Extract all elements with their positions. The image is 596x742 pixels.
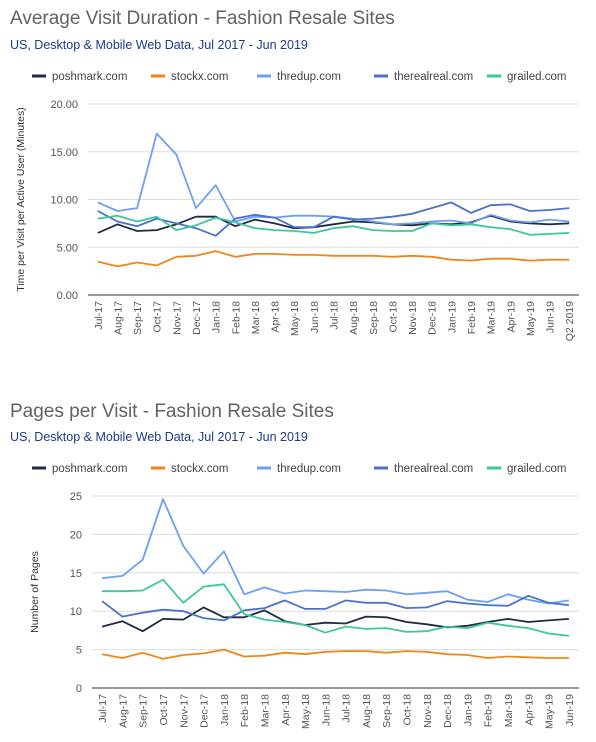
x-tick-label: Apr-19 (523, 694, 535, 726)
x-tick-label: Sep-18 (381, 694, 393, 728)
x-tick-label: Feb-18 (230, 301, 242, 334)
x-tick-labels: Jul-17 Aug-17 Sep-17 Oct-17 Nov-17 Dec-17 Jan-… (97, 694, 576, 729)
series-line-therealreal-com (97, 201, 570, 237)
x-tick-label: Dec-18 (427, 301, 439, 335)
y-tick-label: 0.00 (57, 290, 78, 302)
legend-entry: therealreal.com (394, 71, 473, 83)
x-tick-label: Jan-18 (211, 301, 223, 333)
x-tick-label: Feb-19 (483, 694, 495, 727)
legend-entry: stockx.com (171, 71, 229, 83)
x-tick-label: Feb-19 (466, 301, 478, 334)
chart-2: Pages per Visit - Fashion Resale Sites US… (10, 401, 579, 729)
x-tick-label: Jul-17 (97, 694, 109, 723)
legend-entry: therealreal.com (394, 463, 473, 475)
y-tick-label: 15.00 (50, 147, 78, 159)
x-tick-label: Oct-17 (152, 301, 164, 333)
y-tick-label: 25 (70, 491, 82, 503)
legend-entry: stockx.com (171, 463, 229, 475)
legend-entry: poshmark.com (52, 463, 127, 475)
series-lines (97, 132, 570, 268)
series-line-grailed-com (102, 578, 570, 637)
x-tick-label: Jan-19 (462, 694, 474, 726)
x-tick-label: Jul-17 (93, 301, 105, 330)
x-tick-label: Oct-17 (158, 694, 170, 726)
y-tick-label: 10.00 (50, 195, 78, 207)
x-tick-label: Dec-17 (191, 301, 203, 335)
x-tick-label: Aug-18 (348, 301, 360, 335)
y-axis-title: Time per Visit per Active User (Minutes) (15, 107, 27, 291)
x-tick-label: May-18 (289, 301, 301, 336)
y-tick-label: 0 (76, 683, 82, 695)
x-tick-label: May-19 (525, 301, 537, 336)
x-tick-label: Nov-18 (422, 694, 434, 728)
x-tick-label: Apr-18 (280, 694, 292, 726)
x-tick-label: Nov-17 (178, 694, 190, 728)
series-line-therealreal-com (101, 594, 570, 622)
series-lines (101, 498, 570, 660)
x-tick-label: Jun-19 (564, 694, 576, 726)
chart-subtitle: US, Desktop & Mobile Web Data, Jul 2017 … (10, 430, 308, 444)
x-tick-label: Sep-17 (138, 694, 150, 728)
x-tick-label: Oct-18 (387, 301, 399, 333)
y-axis-title: Number of Pages (29, 551, 41, 633)
series-line-thredup-com (101, 498, 570, 605)
series-line-stockx-com (101, 648, 569, 660)
x-tick-label: Q2 2019 (564, 301, 576, 341)
legend-entry: grailed.com (507, 71, 566, 83)
y-tick-label: 5.00 (57, 242, 78, 254)
x-tick-label: May-18 (300, 694, 312, 729)
x-tick-label: May-19 (544, 694, 556, 729)
x-tick-label: Mar-19 (503, 694, 515, 727)
x-tick-label: Aug-18 (361, 694, 373, 728)
x-tick-label: Jan-18 (219, 694, 231, 726)
legend-entry: thredup.com (277, 71, 341, 83)
x-tick-label: Nov-18 (407, 301, 419, 335)
y-tick-label: 20.00 (50, 99, 78, 111)
legend: poshmark.com stockx.com thredup.com thereal… (32, 71, 566, 83)
x-tick-label: Nov-17 (171, 301, 183, 335)
gridlines: 0.00 5.00 10.00 15.00 20.00 (50, 99, 579, 302)
chart-subtitle: US, Desktop & Mobile Web Data, Jul 2017 … (10, 38, 308, 52)
x-tick-label: Mar-19 (486, 301, 498, 334)
x-tick-label: Jun-18 (309, 301, 321, 333)
x-tick-label: Apr-18 (270, 301, 282, 333)
legend-entry: poshmark.com (52, 71, 127, 83)
x-tick-label: Dec-17 (199, 694, 211, 728)
x-tick-label: Mar-18 (250, 301, 262, 334)
chart-1: Average Visit Duration - Fashion Resale … (10, 8, 579, 341)
x-tick-label: Mar-18 (259, 694, 271, 727)
x-tick-label: Sep-17 (132, 301, 144, 335)
x-tick-labels: Jul-17 Aug-17 Sep-17 Oct-17 Nov-17 Dec-17 Jan-… (93, 301, 576, 341)
x-tick-label: Jan-19 (446, 301, 458, 333)
series-line-grailed-com (97, 214, 570, 236)
x-tick-label: Jun-18 (320, 694, 332, 726)
gridlines: 0 5 10 15 20 25 (70, 491, 579, 695)
legend-entry: thredup.com (277, 463, 341, 475)
x-tick-label: Jul-18 (341, 694, 353, 723)
x-tick-label: Apr-19 (505, 301, 517, 333)
series-line-stockx-com (97, 250, 570, 268)
series-line-poshmark-com (101, 606, 569, 633)
y-tick-label: 10 (70, 606, 82, 618)
x-tick-label: Dec-18 (442, 694, 454, 728)
x-tick-label: Jul-18 (329, 301, 341, 330)
x-tick-label: Jun-19 (545, 301, 557, 333)
x-tick-label: Feb-18 (239, 694, 251, 727)
legend-entry: grailed.com (507, 463, 566, 475)
x-tick-label: Aug-17 (112, 301, 124, 335)
series-line-thredup-com (97, 132, 570, 226)
y-tick-label: 5 (76, 645, 82, 657)
legend: poshmark.com stockx.com thredup.com thereal… (32, 463, 566, 475)
x-tick-label: Aug-17 (117, 694, 129, 728)
chart-title: Pages per Visit - Fashion Resale Sites (10, 401, 334, 422)
chart-title: Average Visit Duration - Fashion Resale … (10, 8, 395, 29)
y-tick-label: 20 (70, 529, 82, 541)
x-tick-label: Sep-18 (368, 301, 380, 335)
x-tick-label: Oct-18 (402, 694, 414, 726)
y-tick-label: 15 (70, 568, 82, 580)
